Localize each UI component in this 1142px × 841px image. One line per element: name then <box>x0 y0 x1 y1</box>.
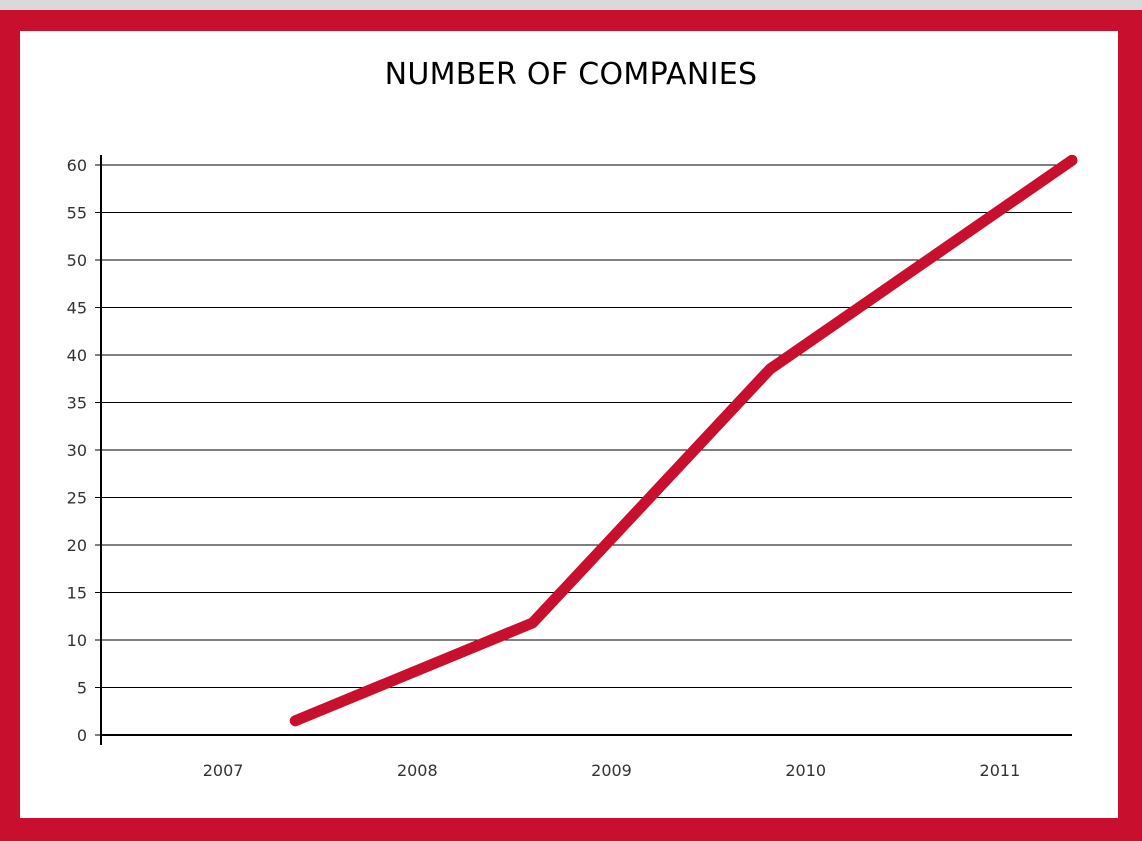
x-tick-label-2011: 2011 <box>980 761 1021 780</box>
x-tick-label-2008: 2008 <box>397 761 438 780</box>
y-tick-label-15: 15 <box>67 584 87 603</box>
x-tick-labels: 2007 2008 2009 2010 2011 <box>203 761 1021 780</box>
series-line-0 <box>289 154 1078 727</box>
axes <box>95 155 1072 745</box>
y-tick-label-50: 50 <box>67 251 87 270</box>
y-tick-label-45: 45 <box>67 299 87 318</box>
y-tick-label-25: 25 <box>67 489 87 508</box>
chart-frame <box>0 10 1142 841</box>
x-tick-label-2007: 2007 <box>203 761 244 780</box>
y-tick-label-55: 55 <box>67 204 87 223</box>
y-tick-label-0: 0 <box>77 726 87 745</box>
y-tick-label-60: 60 <box>67 156 87 175</box>
chart-title: NUMBER OF COMPANIES <box>384 57 758 92</box>
x-tick-label-2009: 2009 <box>591 761 632 780</box>
y-tick-labels: 0 5 10 15 20 25 30 35 40 45 50 55 60 <box>67 156 87 745</box>
y-tick-label-10: 10 <box>67 631 87 650</box>
y-tick-label-35: 35 <box>67 394 87 413</box>
gridlines <box>101 164 1072 688</box>
y-tick-label-5: 5 <box>77 679 87 698</box>
series-lines <box>289 154 1078 727</box>
y-tick-label-30: 30 <box>67 441 87 460</box>
chart-panel <box>20 31 1118 818</box>
x-tick-label-2010: 2010 <box>785 761 826 780</box>
y-tick-label-40: 40 <box>67 346 87 365</box>
y-tick-label-20: 20 <box>67 536 87 555</box>
